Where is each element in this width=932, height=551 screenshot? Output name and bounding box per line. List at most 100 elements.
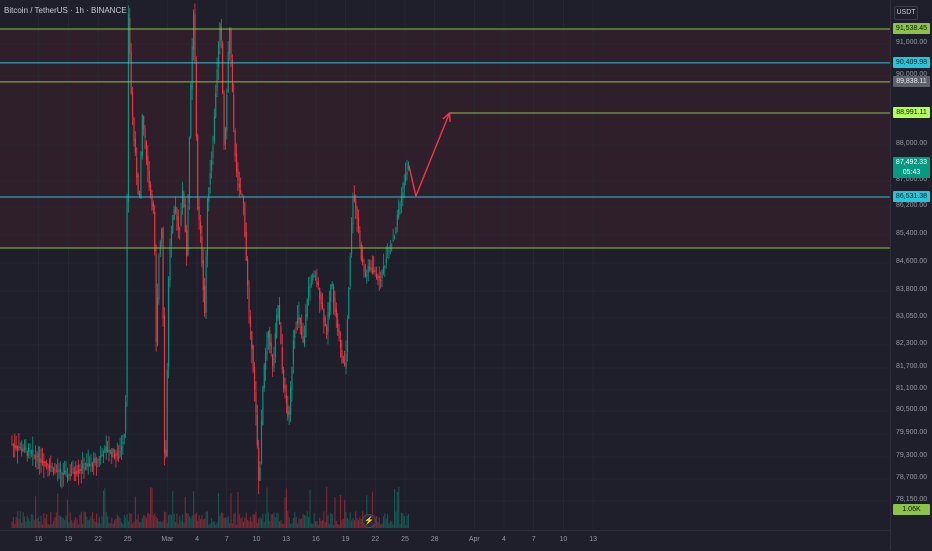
volume-bar (132, 523, 134, 528)
candle-body (15, 445, 17, 449)
volume-bar (231, 523, 233, 528)
volume-bar (109, 523, 111, 528)
price-axis[interactable]: USDT 91,000.00 90,000.00 88,000.00 87,000.0… (890, 0, 932, 550)
volume-bar (405, 524, 407, 528)
time-axis[interactable]: 16 19 22 25 Mar 4 7 10 13 16 19 22 25 28 Apr 4 7 10 13 (0, 530, 890, 551)
volume-bar (111, 517, 113, 528)
volume-bar (259, 516, 261, 528)
candle-body (296, 317, 299, 324)
candle-body (154, 211, 156, 252)
volume-bar (303, 514, 306, 528)
volume-bar (276, 512, 278, 528)
candle-body (245, 231, 247, 261)
volume-bar (334, 497, 336, 528)
candle-body (65, 470, 67, 475)
volume-bar (89, 519, 91, 528)
volume-bar (148, 513, 150, 528)
symbol-title[interactable]: Bitcoin / TetherUS · 1h · BINANCE (4, 6, 127, 15)
currency-button[interactable]: USDT (894, 6, 918, 20)
candle-body (119, 450, 121, 457)
candle-body (11, 443, 13, 445)
candle-body (145, 141, 148, 161)
volume-bar (384, 513, 386, 528)
volume-bar (345, 511, 347, 528)
volume-bar (43, 513, 45, 528)
volume-bar (209, 523, 211, 528)
candle-body (301, 326, 303, 336)
volume-bar (125, 517, 127, 528)
time-tick-label: 22 (371, 536, 380, 543)
volume-bar (248, 521, 250, 528)
price-tick-label: 85,400.00 (896, 230, 928, 237)
time-tick-label: 16 (34, 536, 43, 543)
price-chart[interactable] (0, 0, 890, 530)
candle-body (263, 365, 265, 388)
candle-body (73, 472, 75, 474)
time-tick-label: 10 (559, 536, 568, 543)
candle-body (83, 467, 85, 471)
candle-body (375, 273, 378, 279)
candle-body (33, 454, 35, 456)
volume-bar (166, 523, 168, 528)
candle-body (285, 394, 287, 404)
candle-body (273, 358, 275, 369)
volume-bar (115, 518, 117, 528)
candle-body (101, 454, 103, 457)
candle-body (367, 266, 369, 274)
volume-bar (50, 511, 52, 528)
candle-body (348, 287, 350, 319)
candle-body (186, 230, 188, 257)
candle-body (195, 63, 197, 137)
price-badge: 88,991.11 (893, 106, 930, 118)
candle-body (366, 274, 368, 277)
lightning-icon[interactable]: ⚡ (362, 514, 376, 528)
volume-bar (284, 497, 286, 528)
price-badge: 05:43 (893, 166, 930, 178)
candle-body (184, 204, 186, 233)
volume-bar (247, 519, 249, 528)
chart-area[interactable]: Bitcoin / TetherUS · 1h · BINANCE ⚡ (0, 0, 890, 530)
candle-body (120, 446, 123, 450)
candle-body (57, 471, 59, 472)
volume-bar (137, 514, 139, 528)
time-tick-label: Apr (468, 536, 480, 543)
volume-bar (245, 512, 247, 528)
volume-bar (30, 514, 32, 528)
volume-bar (238, 514, 240, 528)
volume-bar (68, 522, 70, 528)
volume-bar (62, 517, 64, 528)
candle-body (339, 339, 342, 348)
candle-body (204, 286, 206, 314)
candle-body (215, 93, 217, 118)
volume-bar (406, 515, 408, 528)
candle-body (151, 193, 153, 207)
candle-body (188, 137, 190, 203)
candle-body (359, 230, 361, 243)
volume-bar (226, 517, 228, 528)
candle-body (283, 369, 285, 389)
candle-body (125, 401, 127, 432)
volume-bar (206, 511, 208, 528)
volume-bar (145, 517, 148, 528)
candle-body (403, 181, 405, 189)
volume-bar (22, 512, 24, 528)
volume-bar (177, 523, 179, 528)
candle-body (381, 269, 383, 278)
candle-body (157, 296, 159, 345)
price-tick-label: 80,500.00 (896, 406, 928, 413)
candle-body (357, 217, 360, 233)
candle-body (331, 283, 333, 287)
volume-bar (321, 520, 324, 528)
candle-body (28, 447, 30, 452)
volume-bar (272, 514, 274, 528)
candle-body (104, 447, 106, 454)
volume-bar (320, 520, 322, 528)
price-tick-label: 88,000.00 (896, 140, 928, 147)
price-badge: 1.06K (893, 503, 930, 515)
time-tick-label: 25 (123, 536, 132, 543)
price-tick-label: 78,700.00 (896, 474, 928, 481)
volume-bar (122, 524, 124, 528)
candle-body (259, 467, 261, 481)
candle-body (244, 204, 246, 236)
candle-body (274, 333, 276, 358)
